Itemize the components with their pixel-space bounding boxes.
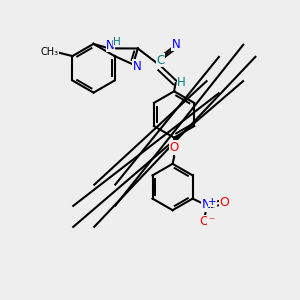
Text: C: C bbox=[157, 54, 165, 67]
Text: CH₃: CH₃ bbox=[40, 46, 58, 57]
Text: O: O bbox=[220, 196, 230, 209]
Text: O: O bbox=[200, 215, 209, 228]
Text: H: H bbox=[177, 76, 186, 89]
Text: N: N bbox=[106, 39, 115, 52]
Text: N: N bbox=[172, 38, 181, 50]
Text: N: N bbox=[133, 60, 141, 73]
Text: +: + bbox=[208, 196, 217, 207]
Text: N: N bbox=[201, 198, 211, 211]
Text: O: O bbox=[169, 141, 179, 154]
Text: ⁻: ⁻ bbox=[208, 215, 214, 228]
Text: H: H bbox=[113, 37, 121, 47]
